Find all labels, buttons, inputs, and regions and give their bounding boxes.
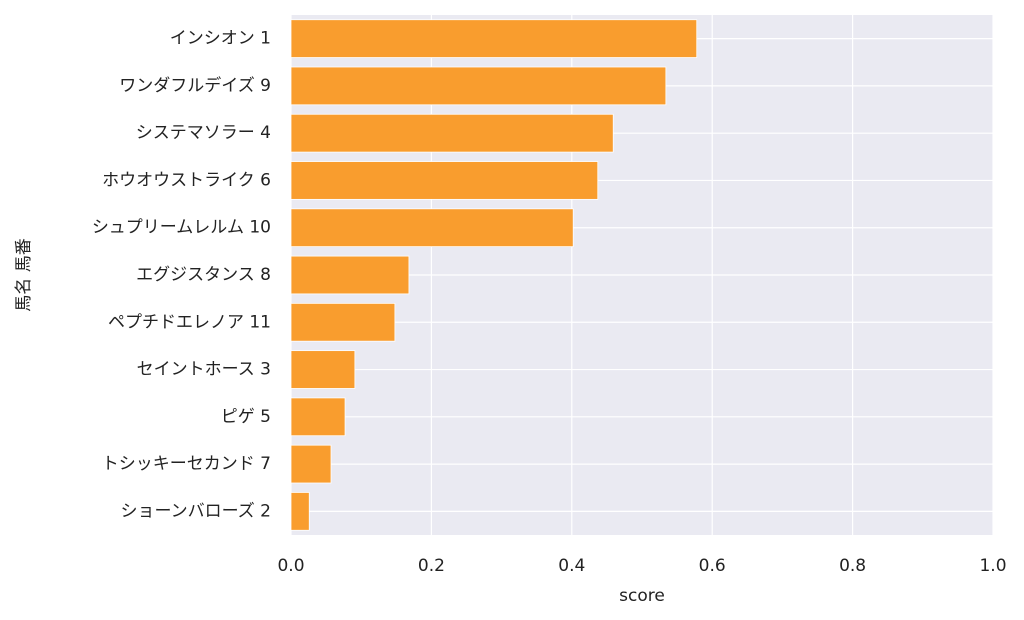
bar (290, 161, 599, 200)
y-tick-label: ホウオウストライク 6 (102, 170, 271, 190)
bar (290, 350, 356, 389)
x-tick-label: 0.6 (699, 556, 726, 576)
y-tick-label: トシッキーセカンド 7 (102, 454, 271, 474)
bar (290, 19, 698, 58)
y-tick-label: シュプリームレルム 10 (92, 218, 271, 238)
bar (290, 113, 614, 153)
bar (290, 444, 332, 484)
x-tick-label: 0.0 (277, 556, 304, 576)
bar (290, 66, 667, 106)
y-tick-label: ピゲ 5 (221, 407, 271, 427)
bar (290, 492, 310, 531)
y-tick-label: ペプチドエレノア 11 (108, 312, 271, 332)
bar (290, 397, 346, 437)
x-tick-label: 0.8 (839, 556, 866, 576)
y-tick-label: ショーンバローズ 2 (120, 501, 271, 521)
x-tick-label: 0.4 (558, 556, 585, 576)
bar (290, 208, 574, 248)
x-tick-label: 0.2 (418, 556, 445, 576)
y-tick-label: ワンダフルデイズ 9 (119, 75, 271, 96)
bar (290, 255, 410, 295)
y-tick-label: システマソラー 4 (136, 123, 271, 143)
y-tick-label: インシオン 1 (170, 29, 271, 49)
bar (290, 302, 396, 342)
x-tick-label: 1.0 (979, 556, 1006, 576)
y-axis-label: 馬名 馬番 (14, 238, 34, 311)
y-tick-label: セイントホース 3 (137, 360, 271, 380)
x-axis-label: score (619, 586, 665, 606)
y-tick-label: エグジスタンス 8 (136, 265, 271, 285)
